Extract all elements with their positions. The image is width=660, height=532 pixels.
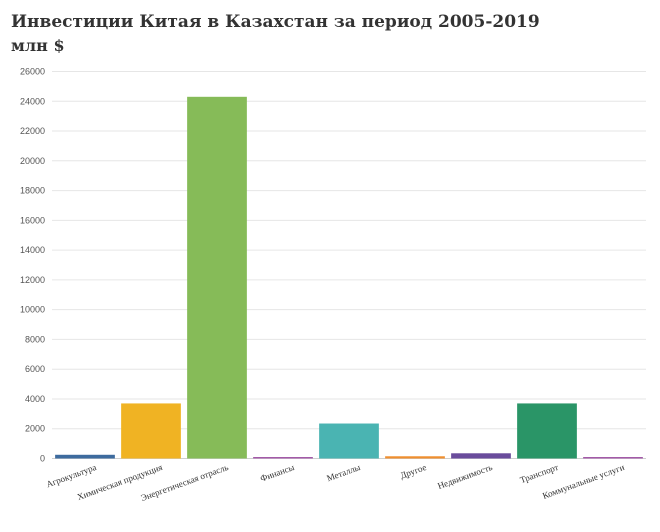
- y-tick-label: 22000: [20, 126, 45, 136]
- x-tick-label: Недвижимость: [436, 462, 493, 491]
- bar: [517, 403, 577, 459]
- x-tick-label: Транспорт: [519, 462, 560, 485]
- y-tick-label: 20000: [20, 156, 45, 166]
- y-tick-label: 14000: [20, 245, 45, 255]
- y-tick-label: 6000: [25, 364, 45, 374]
- x-tick-label: Финансы: [259, 462, 296, 484]
- x-tick-label: Металлы: [325, 462, 361, 483]
- y-tick-label: 26000: [20, 67, 45, 77]
- y-tick-label: 0: [40, 454, 45, 464]
- bar-layer: [55, 96, 643, 459]
- grid-layer: [52, 71, 646, 459]
- bar: [319, 423, 379, 459]
- bar: [55, 454, 115, 459]
- bar: [583, 457, 643, 459]
- bar: [451, 453, 511, 459]
- y-tick-label: 18000: [20, 186, 45, 196]
- y-tick-label: 4000: [25, 394, 45, 404]
- y-tick-label: 12000: [20, 275, 45, 285]
- x-tick-label: Другое: [399, 462, 428, 481]
- bar: [187, 96, 247, 459]
- chart-subtitle: млн $: [11, 36, 65, 55]
- x-tick-label: Агрокультура: [45, 462, 98, 489]
- bar: [253, 457, 313, 459]
- y-tick-label: 2000: [25, 424, 45, 434]
- y-tick-label: 16000: [20, 215, 45, 225]
- y-tick-label: 24000: [20, 96, 45, 106]
- chart-title: Инвестиции Китая в Казахстан за период 2…: [11, 12, 540, 32]
- y-tick-label: 10000: [20, 305, 45, 315]
- bar: [121, 403, 181, 459]
- bar: [385, 456, 445, 459]
- y-tick-label: 8000: [25, 334, 45, 344]
